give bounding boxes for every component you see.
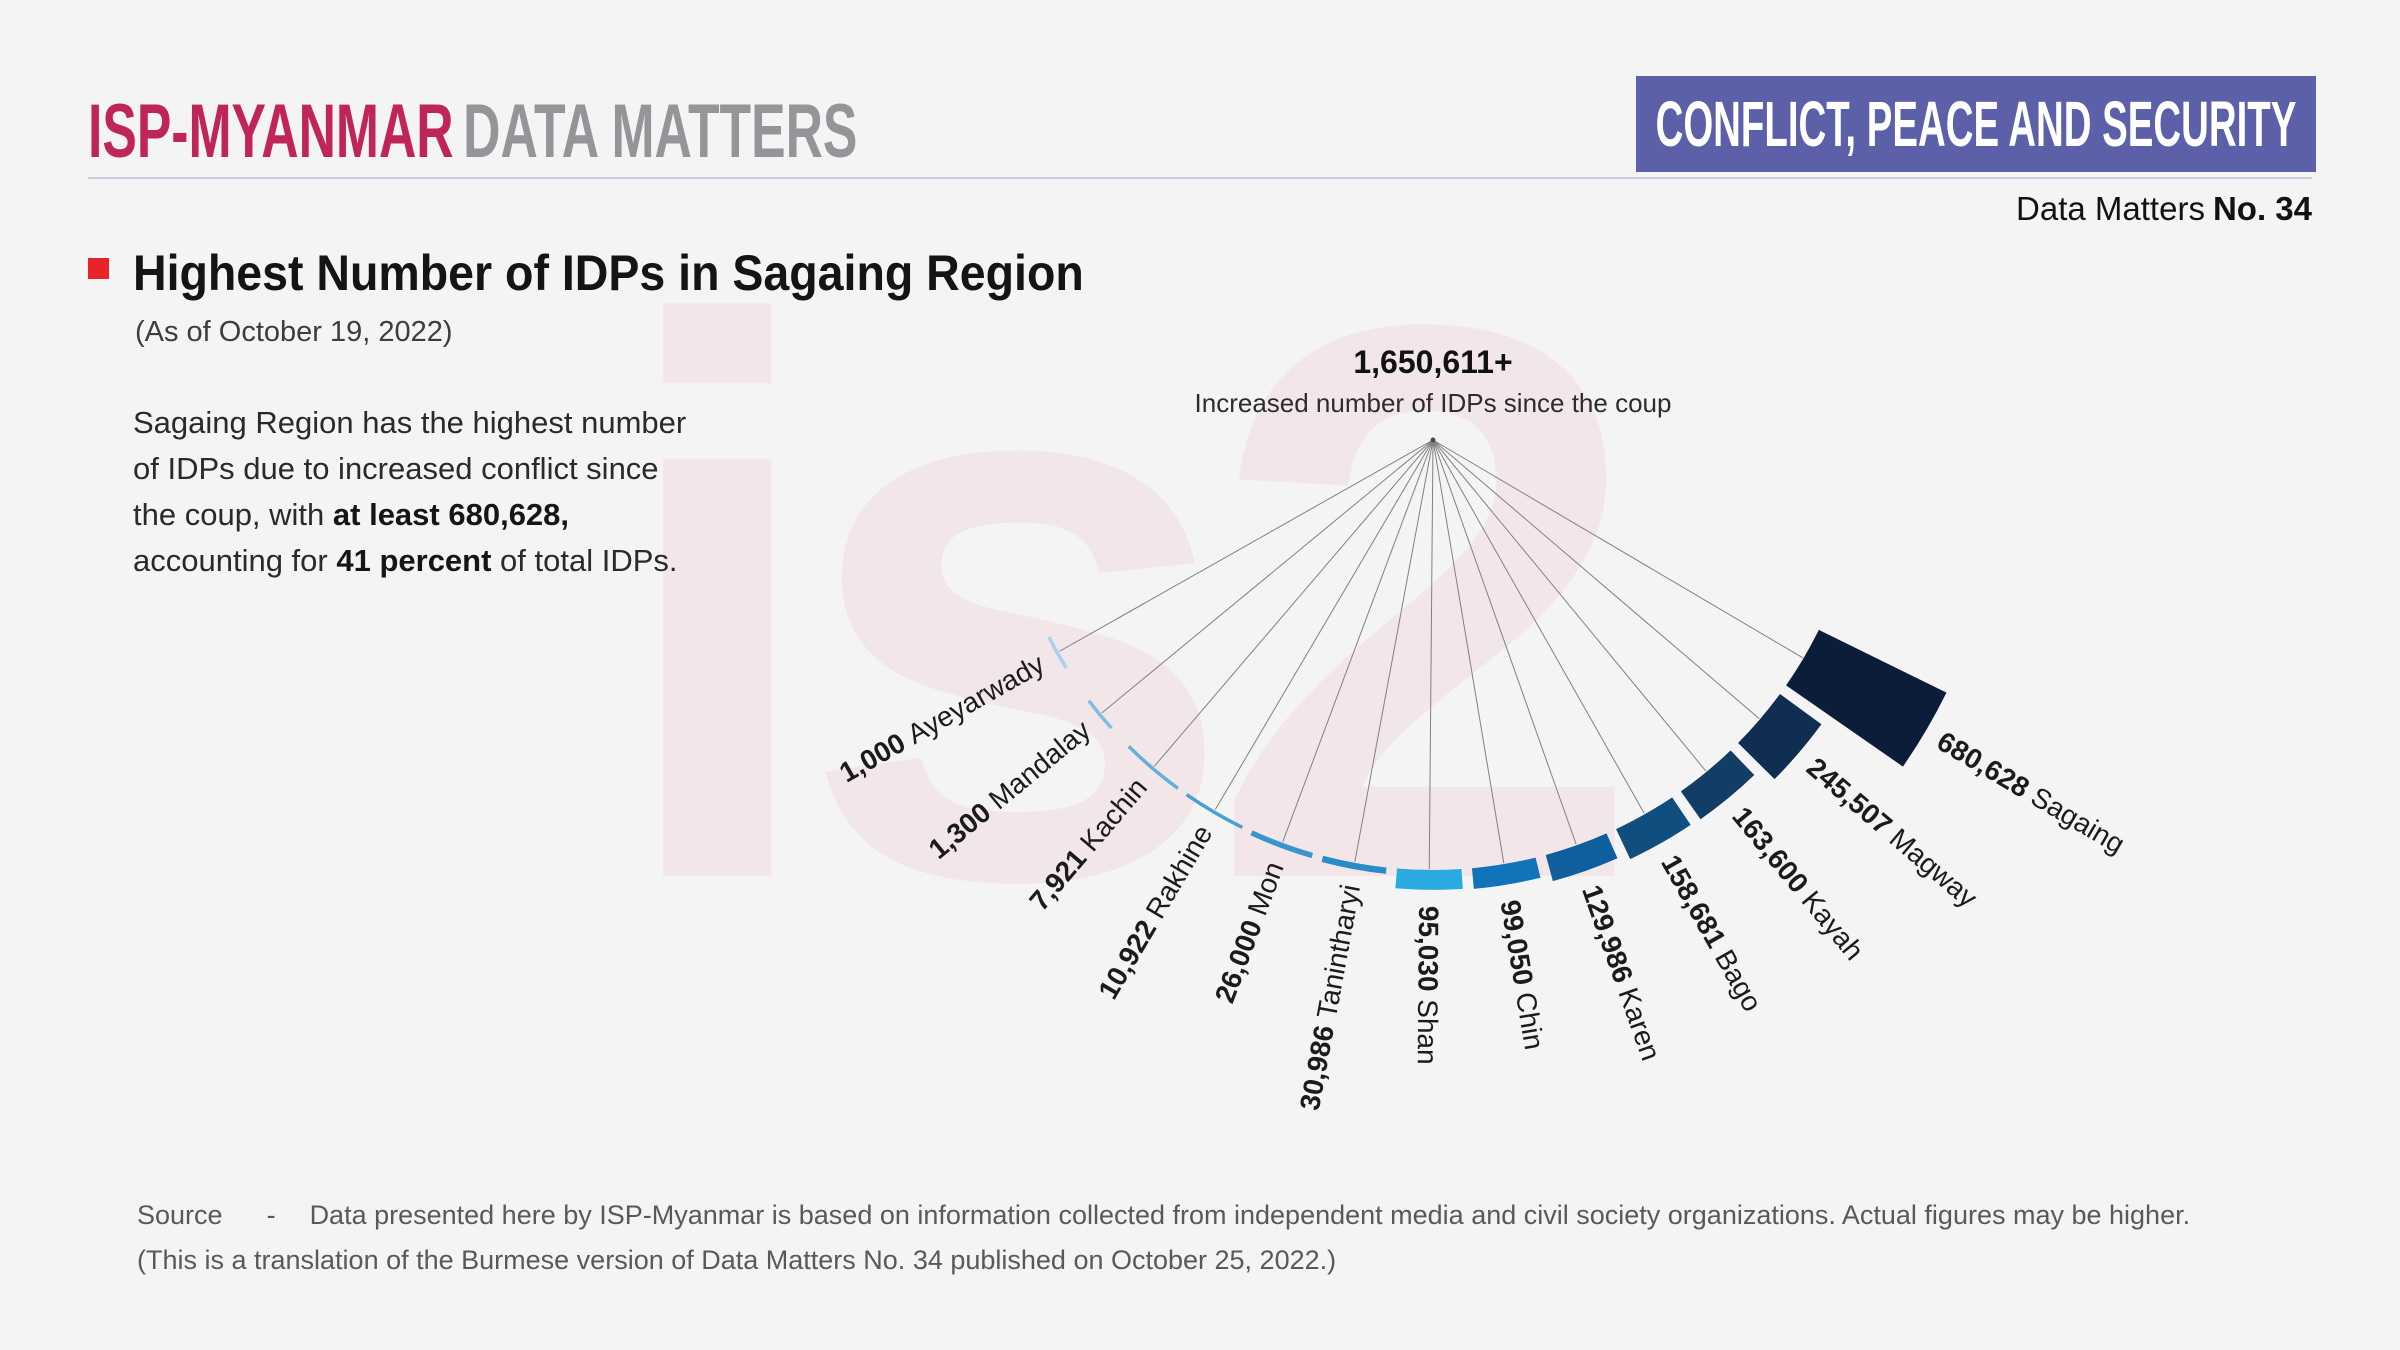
brand-primary-text: ISP-MYANMAR	[88, 89, 454, 174]
segment-rakhine	[1185, 793, 1244, 829]
fan-lines	[1059, 439, 1803, 869]
segment-mon	[1250, 830, 1314, 859]
guide-line-magway	[1432, 439, 1760, 719]
label-kachin: 7,921 Kachin	[1023, 772, 1153, 916]
label-mon: 26,000 Mon	[1209, 858, 1290, 1007]
label-kayah: 163,600 Kayah	[1726, 801, 1870, 966]
label-magway: 245,507 Magway	[1801, 751, 1983, 913]
guide-line-ayeyarwady	[1059, 439, 1434, 652]
footer: Source - Data presented here by ISP-Myan…	[137, 1200, 2190, 1276]
summary-paragraph: Sagaing Region has the highest number of…	[133, 400, 708, 584]
label-tanintharyi: 30,986 Tanintharyi	[1294, 882, 1366, 1113]
guide-line-chin	[1432, 439, 1505, 864]
summary-bold-percent: 41 percent	[336, 543, 492, 578]
summary-text-3: of total IDPs.	[491, 543, 678, 578]
segment-ayeyarwady	[1047, 636, 1068, 669]
guide-line-kayah	[1432, 439, 1707, 772]
isp-watermark: is2	[608, 162, 1646, 1044]
summary-text-2: accounting for	[133, 543, 337, 578]
label-chin: 99,050 Chin	[1494, 898, 1549, 1052]
brand-secondary-text: DATA MATTERS	[463, 89, 858, 174]
fan-apex-dot	[1430, 437, 1436, 443]
segment-kayah	[1680, 750, 1755, 820]
guide-line-bago	[1432, 439, 1645, 814]
guide-line-shan	[1428, 439, 1434, 869]
title-bullet	[88, 258, 109, 279]
category-banner-label: CONFLICT, PEACE AND SECURITY	[1655, 88, 2297, 160]
page-title: Highest Number of IDPs in Sagaing Region	[133, 245, 1084, 301]
segment-karen	[1545, 833, 1618, 882]
header-divider	[88, 177, 2312, 179]
summary-text-1: Sagaing Region has the highest number of…	[133, 405, 687, 532]
guide-line-tanintharyi	[1354, 439, 1434, 862]
label-rakhine: 10,922 Rakhine	[1092, 820, 1218, 1005]
guide-line-mandalay	[1101, 439, 1434, 714]
guide-line-kachin	[1154, 439, 1434, 767]
segment-shan	[1395, 868, 1463, 890]
label-shan: 95,030 Shan	[1412, 906, 1444, 1065]
source-line: Source - Data presented here by ISP-Myan…	[137, 1200, 2190, 1231]
segment-kachin	[1127, 745, 1180, 790]
category-banner: CONFLICT, PEACE AND SECURITY	[1636, 76, 2316, 172]
source-label: Source	[137, 1200, 223, 1230]
segment-tanintharyi	[1321, 855, 1387, 874]
segment-chin	[1471, 857, 1541, 889]
segment-mandalay	[1087, 699, 1113, 730]
label-karen: 129,986 Karen	[1576, 881, 1667, 1065]
source-dash: -	[266, 1200, 276, 1230]
label-sagaing: 680,628 Sagaing	[1932, 725, 2130, 859]
issue-prefix: Data Matters	[2016, 190, 2205, 227]
segment-magway	[1738, 693, 1822, 780]
title-date-note: (As of October 19, 2022)	[135, 316, 453, 348]
segment-sagaing	[1786, 629, 1947, 767]
segment-bago	[1616, 797, 1691, 860]
translation-note: (This is a translation of the Burmese ve…	[137, 1245, 1337, 1275]
issue-line: Data Matters No. 34	[2016, 190, 2312, 228]
guide-line-karen	[1432, 439, 1577, 845]
guide-line-rakhine	[1214, 439, 1434, 810]
fan-segments	[1047, 629, 1947, 890]
guide-line-mon	[1282, 439, 1434, 843]
chart-total-value: 1,650,611+	[1353, 344, 1513, 380]
guide-line-sagaing	[1432, 439, 1803, 659]
brand-logo: ISP-MYANMAR DATA MATTERS	[88, 94, 1219, 170]
label-bago: 158,681 Bago	[1655, 850, 1768, 1017]
chart-total-caption: Increased number of IDPs since the coup	[1194, 388, 1672, 418]
issue-number: No. 34	[2212, 190, 2312, 227]
source-text: Data presented here by ISP-Myanmar is ba…	[309, 1200, 2191, 1230]
summary-bold-total: at least 680,628,	[332, 497, 570, 532]
